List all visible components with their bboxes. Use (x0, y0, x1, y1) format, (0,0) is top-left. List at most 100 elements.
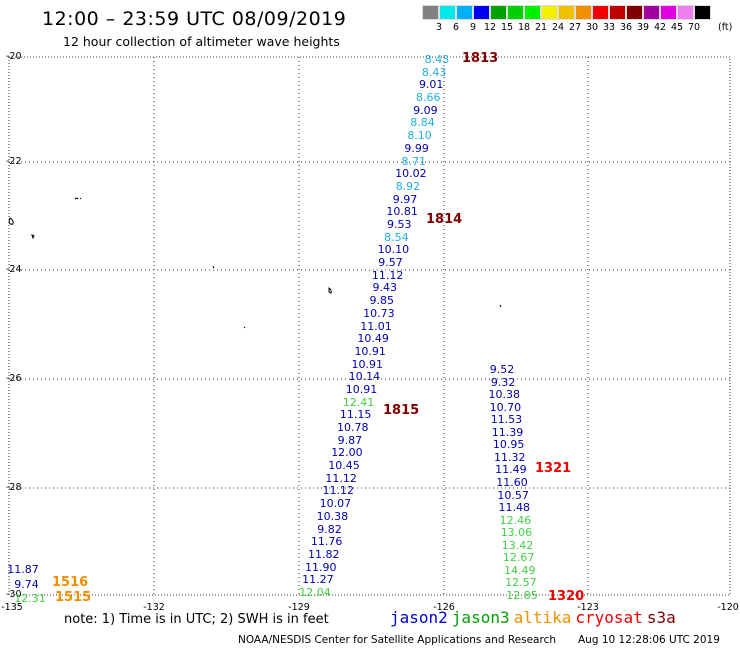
island (212, 265, 215, 269)
legend-swatch (439, 5, 456, 20)
wave-height-value: 10.73 (363, 306, 395, 320)
wave-height-value: 11.39 (491, 425, 524, 439)
satellite-legend-item: cryosat (575, 608, 643, 627)
track-time-label: 1321 (535, 461, 572, 476)
wave-height-value: 11.12 (322, 484, 354, 498)
color-scale-unit: (ft) (718, 22, 733, 33)
legend-swatch (473, 5, 490, 20)
lon-label: -129 (288, 602, 310, 613)
wave-height-value: 9.01 (418, 78, 444, 92)
legend-swatch (660, 5, 677, 20)
page-title: 12:00 – 23:59 UTC 08/09/2019 (42, 8, 347, 30)
legend-swatch (422, 5, 439, 20)
legend-swatch (456, 5, 473, 20)
wave-height-value: 12.85 (506, 589, 538, 602)
footer-timestamp: Aug 10 12:28:06 UTC 2019 (578, 634, 720, 646)
footer-credit: NOAA/NESDIS Center for Satellite Applica… (238, 634, 556, 646)
wave-height-value: 11.27 (302, 573, 334, 587)
lat-label: -30 (6, 589, 22, 600)
lon-label: -126 (433, 602, 455, 613)
legend-tick-label: 3 (435, 22, 443, 33)
wave-height-value: 9.52 (489, 363, 515, 376)
wave-height-value: 9.82 (317, 522, 342, 536)
track-time-label: 1516 (52, 575, 89, 590)
wave-height-value: 11.01 (360, 319, 392, 333)
lat-label: -26 (6, 373, 22, 384)
legend-tick-label: 45 (670, 22, 684, 33)
legend-tick-label: 30 (585, 22, 599, 33)
wave-height-value: 12.00 (331, 446, 363, 460)
wave-height-value: 10.45 (328, 459, 360, 473)
satellite-legend-item: altika (513, 608, 572, 627)
legend-tick-label: 36 (619, 22, 633, 33)
satellite-legend-item: jason3 (451, 608, 510, 627)
islands (8, 197, 502, 329)
page-subtitle: 12 hour collection of altimeter wave hei… (63, 34, 340, 49)
island (328, 287, 332, 294)
island (8, 217, 14, 225)
wave-height-value: 11.15 (339, 408, 372, 422)
legend-swatch (558, 5, 575, 20)
wave-height-value: 8.92 (395, 179, 421, 193)
wave-height-value: 9.87 (337, 433, 363, 447)
wave-height-value: 10.70 (489, 400, 522, 414)
wave-height-value: 9.53 (386, 217, 412, 231)
legend-tick-label: 27 (568, 22, 582, 33)
legend-swatch (643, 5, 660, 20)
legend-swatch (507, 5, 524, 20)
legend-tick-label: 12 (483, 22, 497, 33)
lon-label: -132 (143, 602, 165, 613)
satellite-legend-item: jason2 (390, 608, 448, 627)
legend-tick-label: 39 (636, 22, 650, 33)
legend-tick-label: 18 (517, 22, 531, 33)
wave-height-value: 10.91 (351, 357, 384, 371)
wave-height-value: 9.57 (378, 256, 403, 270)
wave-height-value: 11.60 (496, 476, 528, 489)
wave-height-value: 8.43 (424, 53, 450, 66)
lon-label: -135 (1, 602, 23, 613)
wave-height-value: 11.87 (7, 563, 39, 576)
lat-label: -20 (6, 51, 22, 62)
wave-height-value: 10.57 (497, 488, 529, 502)
legend-swatch (626, 5, 643, 20)
wave-height-value: 10.07 (319, 497, 352, 511)
wave-height-value: 8.54 (384, 230, 409, 244)
wave-height-value: 10.78 (337, 421, 369, 435)
wave-height-value: 9.32 (490, 375, 516, 389)
wave-height-value: 10.95 (492, 438, 525, 452)
wave-height-value: 10.38 (488, 388, 520, 402)
legend-swatch (677, 5, 694, 20)
wave-height-value: 10.10 (377, 243, 410, 257)
wave-height-value: 8.66 (416, 91, 441, 105)
legend-tick-label: 24 (551, 22, 565, 33)
wave-height-value: 9.97 (392, 192, 418, 206)
wave-height-value: 11.12 (371, 268, 404, 282)
legend-swatch (694, 5, 711, 20)
wave-height-value: 9.85 (369, 294, 395, 308)
wave-height-value: 11.82 (307, 547, 340, 561)
legend-swatch (490, 5, 507, 20)
island (499, 304, 502, 308)
lon-label: -120 (717, 602, 739, 613)
wave-height-value: 8.84 (410, 116, 435, 130)
track-time-label: 1515 (55, 590, 92, 605)
wave-height-value: 9.74 (14, 577, 39, 591)
wave-height-value: 9.09 (413, 103, 438, 117)
wave-height-value: 10.91 (354, 344, 386, 358)
wave-height-value: 12.31 (14, 592, 46, 605)
wave-height-value: 8.10 (407, 129, 432, 143)
island (243, 326, 246, 329)
wave-height-value: 10.81 (386, 205, 418, 219)
wave-height-value: 10.02 (395, 167, 427, 181)
wave-height-value: 13.06 (500, 526, 533, 540)
legend-tick-label: 15 (500, 22, 514, 33)
legend-tick-label: 9 (469, 22, 477, 33)
island (31, 234, 35, 240)
wave-height-value: 11.53 (490, 413, 523, 427)
lon-label: -123 (577, 602, 599, 613)
lat-label: -22 (6, 156, 22, 167)
legend-swatch (609, 5, 626, 20)
legend-tick-label: 21 (534, 22, 548, 33)
wave-height-value: 12.67 (502, 551, 535, 565)
